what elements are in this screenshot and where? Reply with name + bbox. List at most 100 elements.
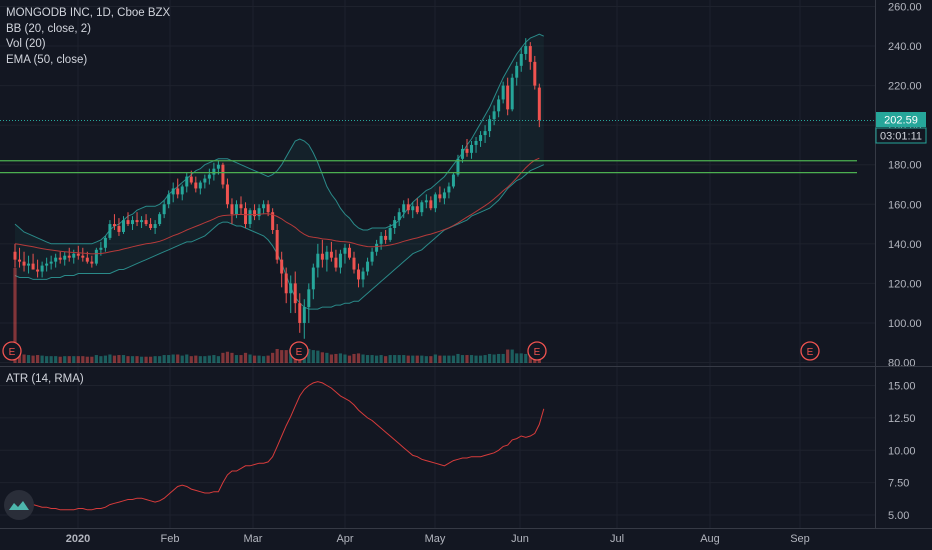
volume-bar (216, 356, 220, 363)
volume-bar (63, 356, 67, 363)
volume-bar (429, 356, 433, 363)
volume-bar (36, 355, 40, 363)
candle-body (515, 65, 519, 78)
atr-legend[interactable]: ATR (14, RMA) (6, 373, 84, 385)
candle-body (194, 182, 198, 189)
candle-body (40, 265, 44, 272)
volume-bar (411, 355, 415, 363)
candle-body (298, 303, 302, 323)
candle-body (85, 257, 89, 262)
bb-upper-line (14, 33, 545, 245)
volume-bar (460, 355, 465, 363)
candle-body (185, 176, 189, 187)
symbol-title[interactable]: MONGODB INC, 1D, Cboe BZX (6, 7, 171, 19)
candle-body (176, 188, 180, 195)
volume-bar (442, 355, 446, 363)
volume-bar (176, 354, 180, 363)
volume-bar (99, 356, 103, 363)
candle-body (112, 224, 116, 227)
candle-body (411, 206, 415, 211)
x-tick-label: Jul (610, 533, 624, 545)
candle-body (316, 253, 320, 268)
support-lines[interactable] (0, 160, 857, 174)
candle-body (63, 255, 67, 260)
candle-body (384, 235, 388, 240)
tradingview-logo[interactable] (4, 490, 34, 520)
candle-body (266, 204, 270, 213)
ema-line (14, 157, 540, 255)
volume-bar (424, 356, 428, 363)
candle-body (27, 263, 31, 266)
volume-bar (243, 352, 248, 363)
candle-body (167, 194, 171, 205)
volume-bar (194, 355, 198, 363)
volume-bar (72, 356, 76, 363)
candle-body (501, 85, 505, 100)
volume-bar (519, 353, 523, 363)
earnings-marker-label: E (807, 347, 814, 358)
y-tick-label: 240.00 (888, 41, 922, 53)
candle-body (497, 99, 501, 112)
main-legend: MONGODB INC, 1D, Cboe BZX BB (20, close,… (6, 6, 170, 68)
candle-body (456, 158, 460, 175)
volume-bars (13, 268, 541, 363)
volume-bar (117, 355, 121, 363)
volume-bar (153, 356, 157, 363)
volume-bar (248, 354, 252, 363)
candle-body (36, 269, 40, 272)
ema-legend[interactable]: EMA (50, close) (6, 53, 88, 66)
volume-bar (207, 355, 211, 363)
earnings-marker-label: E (296, 347, 303, 358)
volume-bar (524, 353, 528, 363)
volume-bar (347, 355, 352, 363)
volume-bar (162, 355, 166, 363)
vol-legend[interactable]: Vol (20) (6, 38, 46, 50)
candle-body (244, 208, 248, 225)
volume-bar (447, 355, 451, 363)
volume-bar (225, 351, 230, 363)
candle-body (81, 255, 85, 258)
atr-line (14, 381, 545, 511)
x-tick-label: Sep (790, 533, 810, 545)
volume-bar (343, 354, 347, 363)
candle-body (216, 164, 220, 169)
volume-bar (356, 353, 361, 363)
candle-body (488, 119, 492, 132)
candle-body (257, 208, 261, 217)
candle-body (479, 135, 483, 141)
candle-body (203, 178, 207, 183)
volume-bar (221, 352, 225, 363)
candle-body (140, 220, 144, 223)
y-tick-label: 220.00 (888, 81, 922, 93)
candle-body (108, 224, 112, 238)
volume-bar (365, 355, 370, 363)
candle-body (424, 200, 428, 203)
y-tick-label: 160.00 (888, 199, 922, 211)
earnings-marker (289, 341, 309, 361)
volume-bar (506, 349, 510, 363)
candle-body (510, 77, 514, 110)
candle-body (121, 220, 125, 232)
volume-bar (492, 354, 496, 363)
volume-bar (262, 356, 266, 363)
volume-bar (483, 355, 487, 363)
bb-legend[interactable]: BB (20, close, 2) (6, 22, 92, 35)
last-price-tag (876, 112, 926, 127)
volume-bar (280, 350, 284, 363)
x-tick-label: Feb (161, 533, 180, 545)
y-tick-label: 80.00 (888, 358, 916, 370)
candle-body (31, 263, 35, 270)
atr-tick-label: 7.50 (888, 478, 909, 490)
volume-bar (352, 353, 356, 363)
candle-body (492, 111, 496, 120)
volume-bar (112, 355, 117, 363)
volume-bar (130, 356, 135, 363)
candle-body (375, 243, 379, 252)
earnings-marker (800, 341, 820, 361)
volume-bar (144, 356, 148, 363)
candle-body (230, 204, 234, 215)
candle-body (76, 253, 80, 256)
candle-body (347, 247, 351, 258)
